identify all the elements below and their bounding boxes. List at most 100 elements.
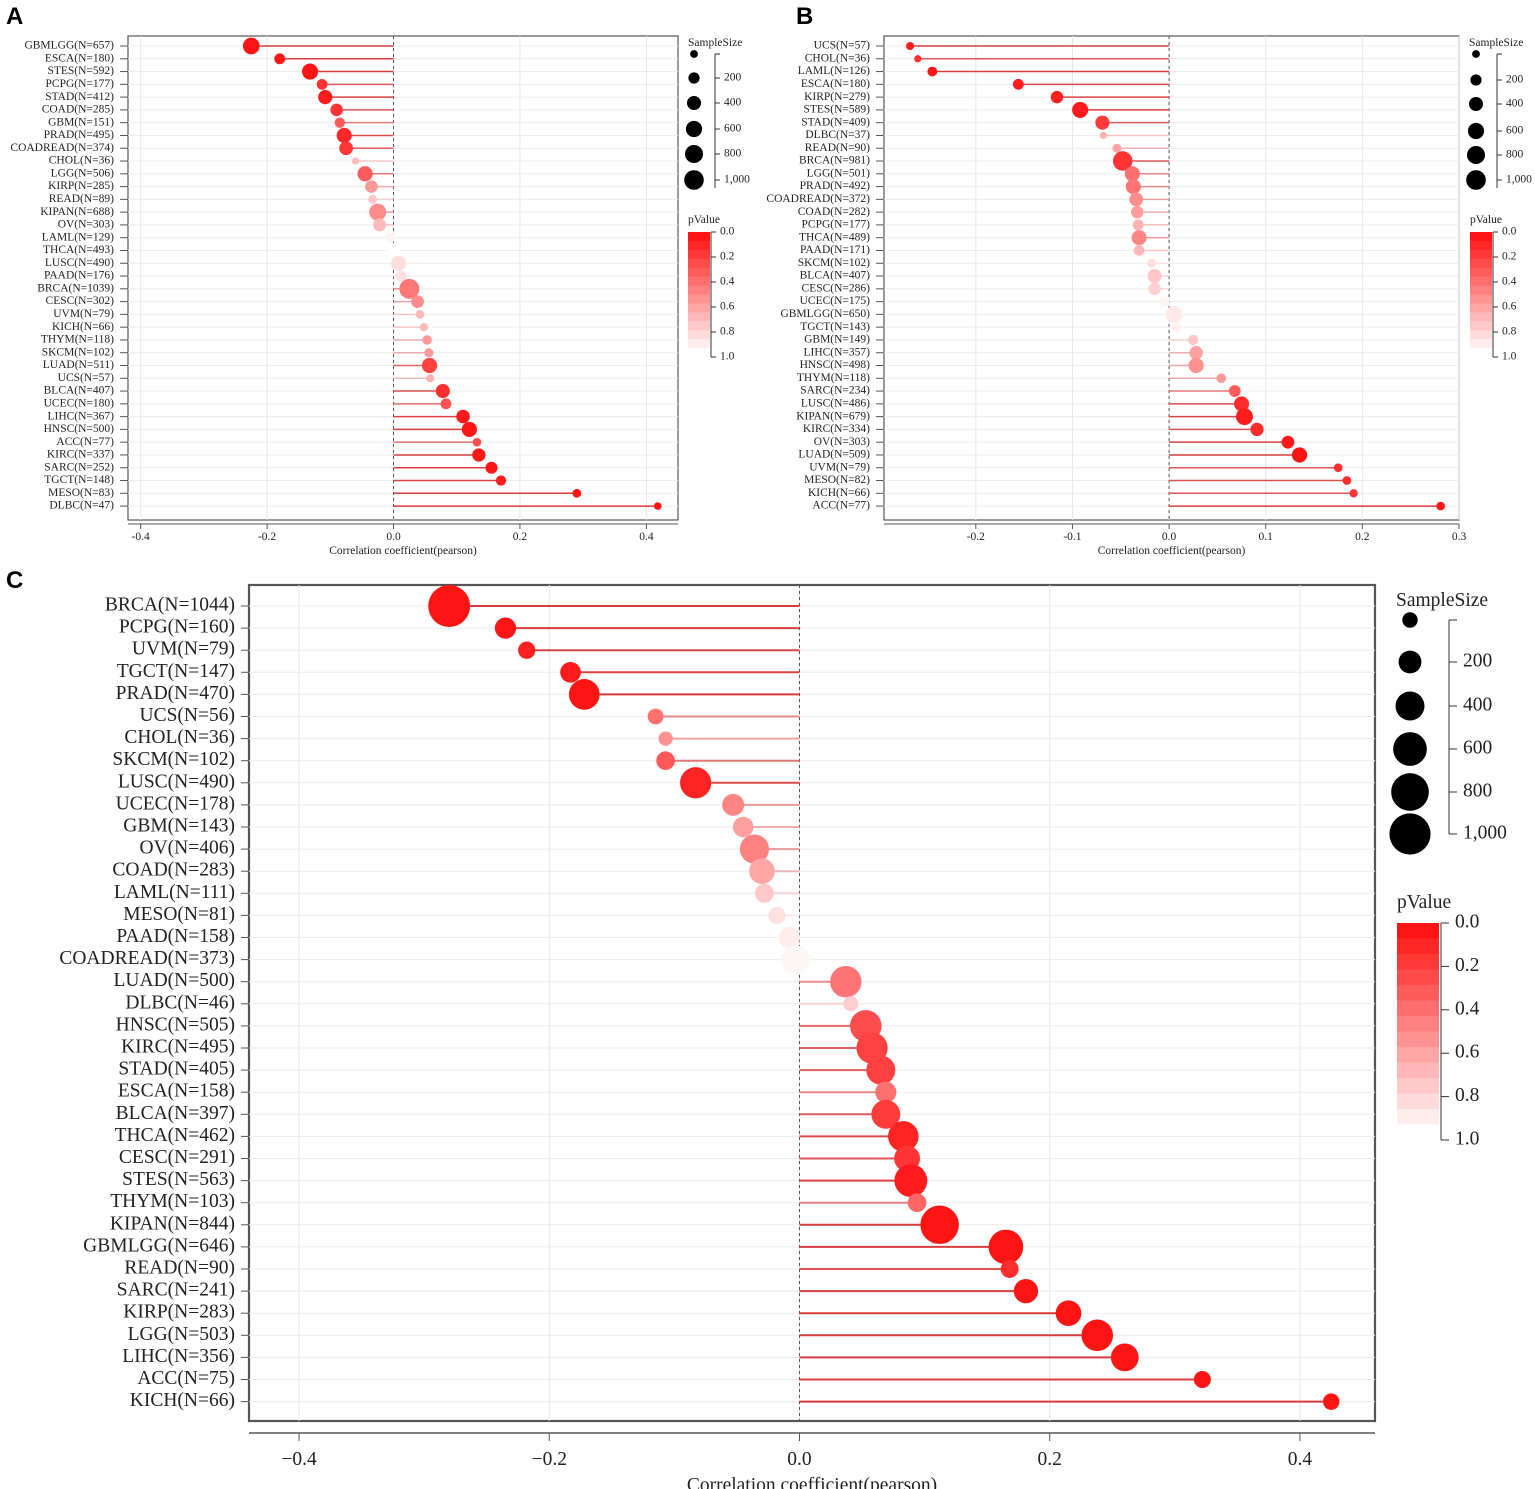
category-label: GBM(N=149) [804, 334, 870, 346]
category-label: KIRP(N=285) [48, 180, 114, 192]
category-label: SKCM(N=102) [42, 346, 114, 358]
lollipop-point [242, 37, 260, 55]
category-label: KICH(N=66) [808, 487, 870, 499]
category-label: KIRC(N=334) [803, 423, 870, 435]
lollipop-point [1148, 282, 1161, 296]
x-tick-label: 0.4 [639, 531, 654, 543]
size-legend-label: 600 [1506, 125, 1524, 137]
lollipop-point [424, 348, 434, 358]
category-label: PAAD(N=158) [116, 926, 235, 947]
lollipop-point [419, 323, 429, 332]
category-label: STAD(N=412) [45, 91, 114, 103]
category-label: CHOL(N=36) [124, 727, 235, 748]
size-legend-dot [1389, 813, 1431, 855]
category-label: KICH(N=66) [52, 321, 114, 333]
pvalue-legend-label: 0.0 [720, 226, 735, 238]
category-label: BLCA(N=397) [116, 1103, 235, 1124]
category-label: PAAD(N=171) [800, 244, 870, 256]
lollipop-point [888, 1121, 919, 1152]
pvalue-colorbar-segment [1397, 1078, 1439, 1094]
category-label: BLCA(N=407) [800, 270, 871, 282]
pvalue-colorbar-segment [1397, 1016, 1439, 1032]
lollipop-point [428, 585, 471, 627]
lollipop-point [866, 1055, 896, 1085]
lollipop-point [1193, 1370, 1211, 1389]
x-tick-label: -0.2 [967, 531, 985, 543]
lollipop-point [1281, 435, 1295, 449]
category-label: LAML(N=129) [42, 231, 114, 243]
category-label: LGG(N=501) [807, 167, 871, 179]
pvalue-colorbar-segment [688, 303, 710, 313]
x-tick-label: 0.0 [386, 531, 401, 543]
x-axis-title: Correlation coefficient(pearson) [687, 1475, 937, 1489]
lollipop-point [658, 731, 673, 746]
size-legend-label: 1,000 [1506, 174, 1532, 186]
category-label: TGCT(N=148) [44, 474, 114, 486]
category-label: TGCT(N=147) [117, 661, 235, 682]
lollipop-point [472, 448, 486, 462]
lollipop-point [1112, 143, 1122, 153]
category-label: CESC(N=286) [802, 282, 871, 294]
lollipop-point [1133, 245, 1145, 256]
lollipop-point [421, 357, 438, 374]
pvalue-legend-label: 0.4 [1455, 998, 1480, 1019]
pvalue-legend-label: 0.2 [1455, 955, 1479, 976]
pvalue-colorbar-segment [1470, 312, 1492, 322]
pvalue-colorbar-segment [1397, 969, 1439, 986]
pvalue-legend-label: 0.0 [1455, 911, 1479, 932]
lollipop-point [1188, 357, 1204, 374]
category-label: STAD(N=409) [801, 116, 870, 128]
size-legend-dot [1466, 145, 1486, 165]
category-label: ACC(N=77) [812, 500, 870, 512]
lollipop-point [495, 475, 507, 486]
lollipop-point [399, 278, 420, 299]
size-legend-dot [685, 120, 703, 138]
lollipop-point [318, 90, 333, 105]
category-label: UCS(N=56) [139, 705, 235, 726]
lollipop-point [1125, 179, 1141, 195]
pvalue-colorbar-segment [1470, 267, 1492, 278]
category-label: LUSC(N=490) [45, 257, 114, 269]
lollipop-point [411, 295, 424, 308]
size-legend-dot [1398, 650, 1422, 674]
x-tick-label: -0.2 [258, 531, 276, 543]
size-legend-dot [1395, 691, 1425, 721]
pvalue-colorbar-segment [1397, 954, 1439, 970]
category-label: LIHC(N=356) [122, 1346, 235, 1367]
pvalue-colorbar-segment [688, 285, 710, 295]
category-label: READ(N=90) [805, 142, 870, 154]
pvalue-colorbar-segment [1397, 1124, 1439, 1141]
lollipop-point [274, 53, 286, 65]
lollipop-point [894, 1164, 928, 1198]
category-label: ACC(N=77) [56, 436, 114, 448]
category-label: CHOL(N=36) [49, 155, 114, 167]
lollipop-point [330, 103, 343, 117]
pvalue-legend-title: pValue [1470, 214, 1502, 226]
category-label: READ(N=89) [49, 193, 114, 205]
lollipop-point [739, 834, 770, 864]
pvalue-colorbar-segment [1397, 1062, 1439, 1079]
category-label: LUSC(N=490) [118, 771, 235, 792]
size-legend-label: 800 [724, 148, 742, 160]
lollipop-point [485, 461, 498, 474]
lollipop-point [1147, 258, 1157, 268]
lollipop-point [830, 965, 862, 998]
lollipop-point [1342, 476, 1352, 485]
lollipop-point [1322, 1393, 1340, 1410]
pvalue-colorbar-segment [1470, 321, 1492, 331]
category-label: BLCA(N=407) [44, 385, 115, 397]
lollipop-point [357, 166, 373, 182]
pvalue-colorbar-segment [1470, 330, 1492, 340]
category-label: UCS(N=57) [58, 372, 114, 384]
pvalue-legend-label: 0.6 [1502, 301, 1517, 313]
category-label: KIPAN(N=844) [110, 1213, 235, 1234]
category-label: KIRP(N=279) [804, 91, 870, 103]
lollipop-point [749, 858, 775, 885]
category-label: OV(N=303) [814, 436, 870, 448]
lollipop-point [754, 883, 774, 903]
lollipop-point [1012, 78, 1024, 90]
size-legend-label: 200 [1463, 650, 1492, 671]
size-legend-dot [688, 72, 700, 84]
x-tick-label: 0.0 [787, 1449, 811, 1470]
category-label: UCS(N=57) [814, 40, 870, 52]
